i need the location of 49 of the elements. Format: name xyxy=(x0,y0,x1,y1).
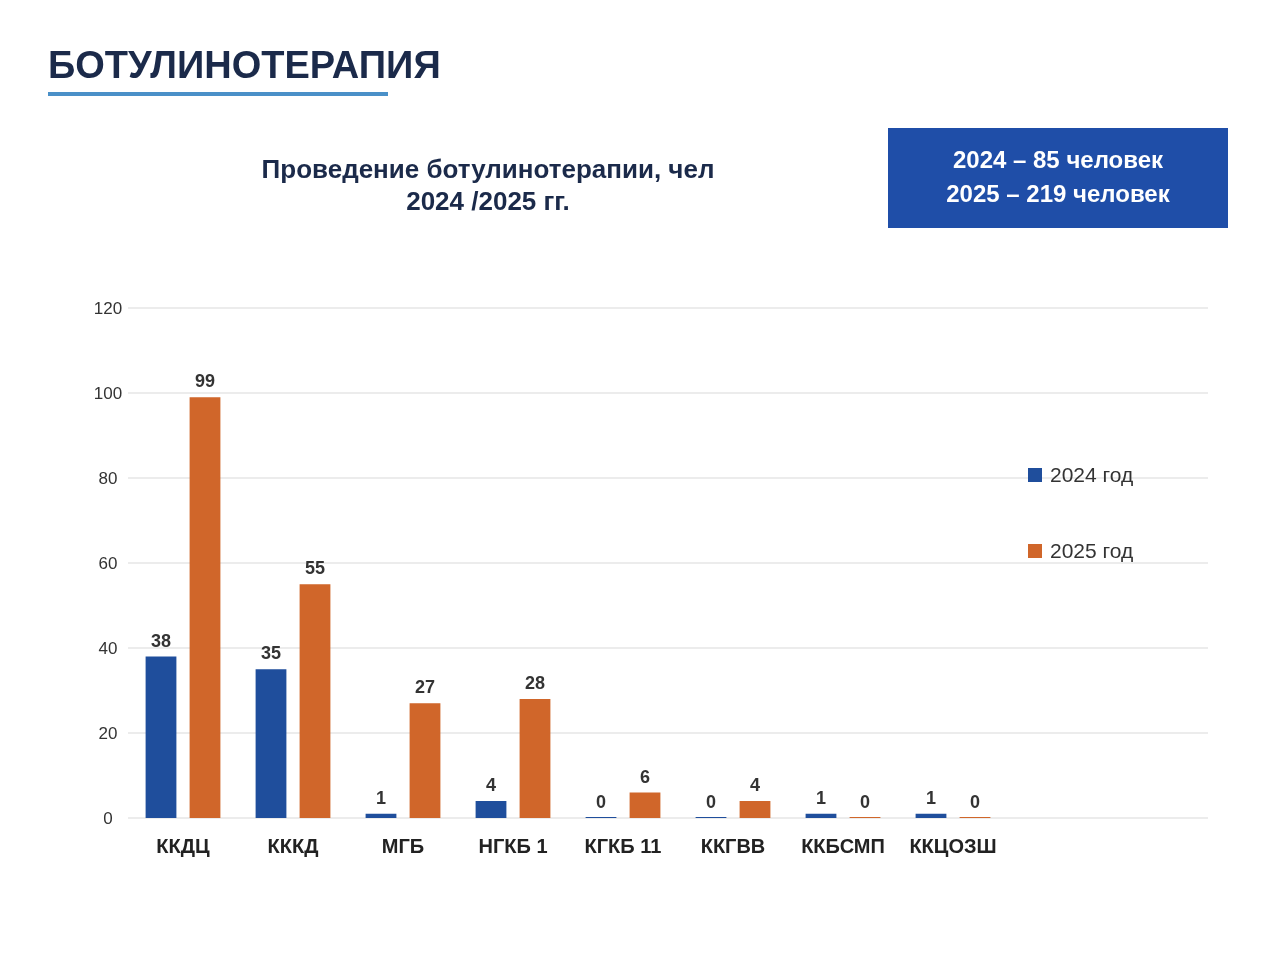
y-tick-label: 0 xyxy=(103,809,113,828)
data-label: 0 xyxy=(969,792,981,812)
data-label: 1 xyxy=(815,787,827,808)
y-tick-label: 80 xyxy=(98,469,118,488)
bar xyxy=(475,801,507,818)
legend-label: 2025 год xyxy=(1050,539,1134,562)
data-label: 4 xyxy=(485,775,497,795)
data-label: 0 xyxy=(705,792,717,812)
x-tick-label: КГКБ 11 xyxy=(584,835,662,857)
x-tick-label: КККД xyxy=(267,835,319,857)
y-tick-label: 100 xyxy=(93,384,123,403)
bar xyxy=(189,397,221,818)
data-label: 35 xyxy=(260,643,282,664)
x-tick-label: ККЦОЗШ xyxy=(909,835,997,857)
y-tick-label: 120 xyxy=(93,299,123,318)
data-label: 55 xyxy=(304,558,326,579)
data-label: 28 xyxy=(524,673,546,693)
data-label: 6 xyxy=(639,766,651,787)
bar xyxy=(409,703,441,818)
chart-subtitle: Проведение ботулинотерапии, чел 2024 /2025 гг. xyxy=(261,154,715,216)
bar xyxy=(365,813,397,818)
bar xyxy=(255,669,287,818)
y-tick-label: 60 xyxy=(98,554,118,573)
y-tick-label: 20 xyxy=(98,724,118,743)
data-label: 0 xyxy=(595,792,607,812)
x-tick-label: МГБ xyxy=(381,835,425,857)
x-tick-label: ККГВВ xyxy=(700,835,766,857)
bar xyxy=(739,801,771,818)
legend-label: 2024 год xyxy=(1050,463,1134,486)
x-tick-label: ККБСМП xyxy=(801,835,885,857)
bar xyxy=(145,656,177,818)
chart-title: БОТУЛИНОТЕРАПИЯ xyxy=(48,44,441,86)
text: 2024 – 85 человек xyxy=(952,146,1165,173)
bar xyxy=(299,584,331,818)
data-label: 38 xyxy=(150,630,172,651)
bar xyxy=(805,813,837,818)
data-label: 1 xyxy=(925,787,937,808)
data-label: 99 xyxy=(194,371,216,392)
bar xyxy=(629,792,661,818)
data-label: 4 xyxy=(749,775,761,795)
data-label: 0 xyxy=(859,792,871,812)
x-tick-label: НГКБ 1 xyxy=(478,835,548,857)
x-tick-label: ККДЦ xyxy=(156,835,211,857)
text: 2025 – 219 человек xyxy=(946,180,1171,207)
data-label: 1 xyxy=(375,787,387,808)
bar xyxy=(915,813,947,818)
bar xyxy=(519,699,551,818)
y-tick-label: 40 xyxy=(98,639,118,658)
data-label: 27 xyxy=(414,677,436,698)
